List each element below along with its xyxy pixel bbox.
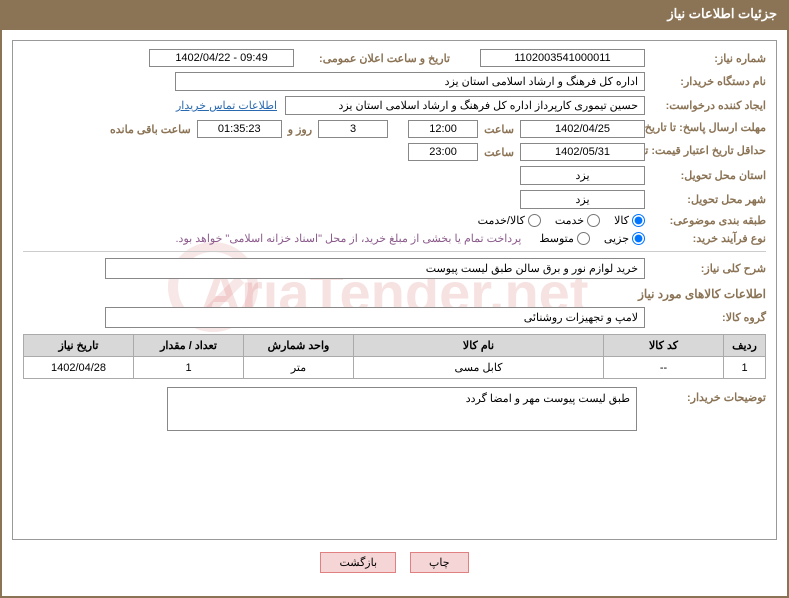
back-button[interactable]: بازگشت	[320, 552, 396, 573]
th-item-code: کد کالا	[604, 335, 724, 357]
inner-frame: شماره نیاز: 1102003541000011 تاریخ و ساع…	[12, 40, 777, 540]
purchase-note: پرداخت تمام یا بخشی از مبلغ خرید، از محل…	[176, 232, 522, 245]
th-qty: تعداد / مقدار	[134, 335, 244, 357]
deadline-label: مهلت ارسال پاسخ: تا تاریخ:	[651, 122, 766, 135]
row-goods-group: گروه کالا: لامپ و تجهیزات روشنائی	[23, 307, 766, 328]
row-category: طبقه بندی موضوعی: کالا خدمت کالا/خدمت	[23, 214, 766, 227]
category-option-goods[interactable]: کالا	[614, 214, 645, 227]
outer-frame: شماره نیاز: 1102003541000011 تاریخ و ساع…	[0, 28, 789, 598]
goods-group-value: لامپ و تجهیزات روشنائی	[105, 307, 645, 328]
buyer-notes-label: توضیحات خریدار:	[651, 387, 766, 404]
purchase-opt1-label: متوسط	[539, 232, 574, 245]
category-radio-both[interactable]	[528, 214, 541, 227]
category-radio-group: کالا خدمت کالا/خدمت	[478, 214, 645, 227]
print-button[interactable]: چاپ	[410, 552, 469, 573]
validity-date: 1402/05/31	[520, 143, 645, 161]
purchase-type-label: نوع فرآیند خرید:	[651, 232, 766, 245]
goods-group-label: گروه کالا:	[651, 311, 766, 324]
purchase-option-medium[interactable]: متوسط	[539, 232, 590, 245]
row-need-number: شماره نیاز: 1102003541000011 تاریخ و ساع…	[23, 49, 766, 67]
deadline-date: 1402/04/25	[520, 120, 645, 138]
buyer-org-value: اداره کل فرهنگ و ارشاد اسلامی استان یزد	[175, 72, 645, 91]
category-radio-goods[interactable]	[632, 214, 645, 227]
buyer-contact-link[interactable]: اطلاعات تماس خریدار	[176, 99, 277, 112]
deadline-time-label: ساعت	[484, 123, 514, 136]
deadline-remaining-label: ساعت باقی مانده	[110, 123, 191, 136]
validity-label: حداقل تاریخ اعتبار قیمت: تا تاریخ:	[651, 145, 766, 158]
validity-time-label: ساعت	[484, 146, 514, 159]
row-requester: ایجاد کننده درخواست: حسین تیموری کارپردا…	[23, 96, 766, 115]
th-item-name: نام کالا	[354, 335, 604, 357]
city-label: شهر محل تحویل:	[651, 193, 766, 206]
category-label: طبقه بندی موضوعی:	[651, 214, 766, 227]
td-unit: متر	[244, 357, 354, 379]
category-option-service[interactable]: خدمت	[555, 214, 600, 227]
buyer-notes-value: طبق لیست پیوست مهر و امضا گردد	[167, 387, 637, 431]
th-need-date: تاریخ نیاز	[24, 335, 134, 357]
general-desc-value: خرید لوازم نور و برق سالن طبق لیست پیوست	[105, 258, 645, 279]
requester-label: ایجاد کننده درخواست:	[651, 99, 766, 112]
purchase-option-minor[interactable]: جزیی	[604, 232, 645, 245]
td-row-num: 1	[724, 357, 766, 379]
th-row-num: ردیف	[724, 335, 766, 357]
table-header-row: ردیف کد کالا نام کالا واحد شمارش تعداد /…	[24, 335, 766, 357]
td-item-code: --	[604, 357, 724, 379]
row-province: استان محل تحویل: یزد	[23, 166, 766, 185]
items-table: ردیف کد کالا نام کالا واحد شمارش تعداد /…	[23, 334, 766, 379]
deadline-days-label: روز و	[288, 123, 312, 136]
deadline-time: 12:00	[408, 120, 478, 138]
category-option-both[interactable]: کالا/خدمت	[478, 214, 541, 227]
td-item-name: کابل مسی	[354, 357, 604, 379]
row-purchase-type: نوع فرآیند خرید: جزیی متوسط پرداخت تمام …	[23, 232, 766, 245]
row-buyer-org: نام دستگاه خریدار: اداره کل فرهنگ و ارشا…	[23, 72, 766, 91]
category-opt1-label: خدمت	[555, 214, 584, 227]
row-deadline: مهلت ارسال پاسخ: تا تاریخ: 1402/04/25 سا…	[23, 120, 766, 138]
category-radio-service[interactable]	[587, 214, 600, 227]
category-opt0-label: کالا	[614, 214, 629, 227]
deadline-hours: 01:35:23	[197, 120, 282, 138]
row-buyer-notes: توضیحات خریدار: طبق لیست پیوست مهر و امض…	[23, 387, 766, 431]
purchase-opt0-label: جزیی	[604, 232, 629, 245]
city-value: یزد	[520, 190, 645, 209]
purchase-type-radio-group: جزیی متوسط	[539, 232, 645, 245]
panel-title: جزئیات اطلاعات نیاز	[667, 6, 777, 21]
table-row: 1 -- کابل مسی متر 1 1402/04/28	[24, 357, 766, 379]
general-desc-label: شرح کلی نیاز:	[651, 262, 766, 275]
validity-time: 23:00	[408, 143, 478, 161]
buyer-org-label: نام دستگاه خریدار:	[651, 75, 766, 88]
td-need-date: 1402/04/28	[24, 357, 134, 379]
td-qty: 1	[134, 357, 244, 379]
province-label: استان محل تحویل:	[651, 169, 766, 182]
row-city: شهر محل تحویل: یزد	[23, 190, 766, 209]
row-validity: حداقل تاریخ اعتبار قیمت: تا تاریخ: 1402/…	[23, 143, 766, 161]
button-row: چاپ بازگشت	[12, 552, 777, 573]
announce-value: 09:49 - 1402/04/22	[149, 49, 294, 67]
announce-label: تاریخ و ساعت اعلان عمومی:	[300, 52, 450, 65]
deadline-days: 3	[318, 120, 388, 138]
need-number-value: 1102003541000011	[480, 49, 645, 67]
province-value: یزد	[520, 166, 645, 185]
requester-value: حسین تیموری کارپرداز اداره کل فرهنگ و ار…	[285, 96, 645, 115]
purchase-radio-medium[interactable]	[577, 232, 590, 245]
need-number-label: شماره نیاز:	[651, 52, 766, 65]
row-general-desc: شرح کلی نیاز: خرید لوازم نور و برق سالن …	[23, 258, 766, 279]
goods-section-title: اطلاعات کالاهای مورد نیاز	[23, 287, 766, 301]
purchase-radio-minor[interactable]	[632, 232, 645, 245]
th-unit: واحد شمارش	[244, 335, 354, 357]
panel-header: جزئیات اطلاعات نیاز	[0, 0, 789, 28]
category-opt2-label: کالا/خدمت	[478, 214, 525, 227]
